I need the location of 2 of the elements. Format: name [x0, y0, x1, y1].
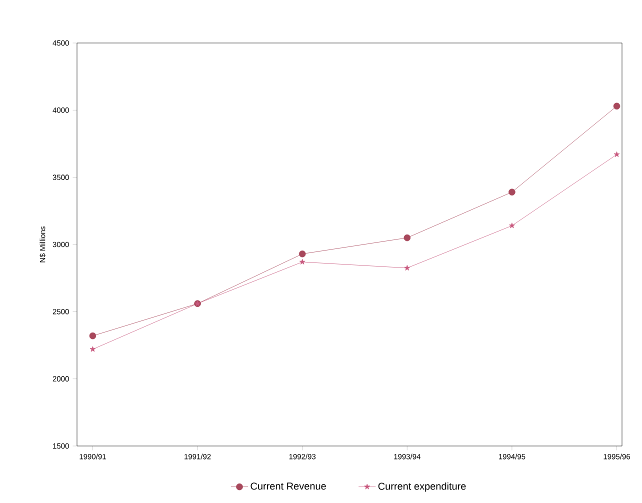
legend-label: Current Revenue	[250, 482, 326, 490]
legend-label: Current expenditure	[378, 482, 466, 492]
